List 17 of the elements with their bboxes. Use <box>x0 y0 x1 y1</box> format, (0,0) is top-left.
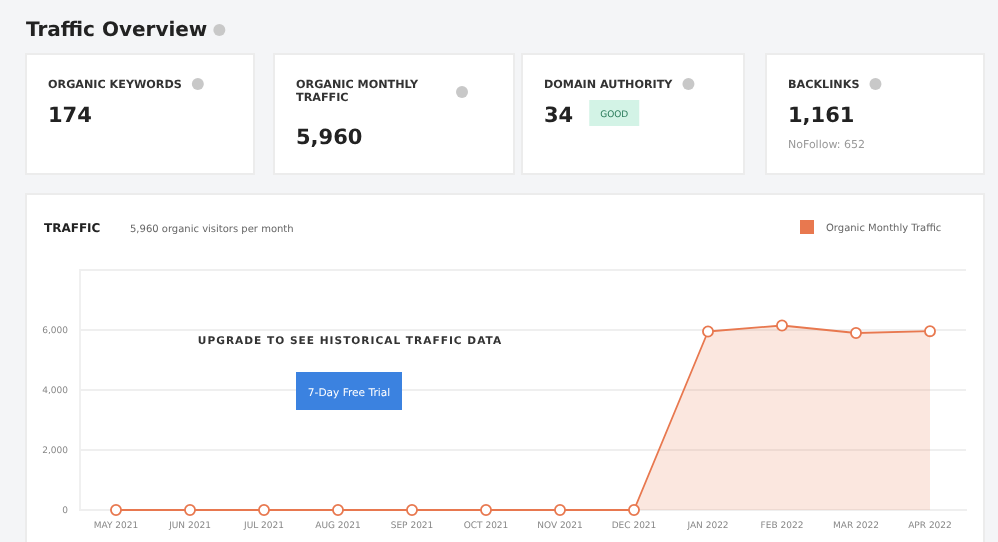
point <box>480 504 492 516</box>
point <box>924 325 936 338</box>
point <box>406 504 418 516</box>
text: 5,960 <box>296 126 363 150</box>
text: Traffic Overview <box>26 20 208 42</box>
text: 174 <box>48 104 92 128</box>
point <box>332 504 344 516</box>
point <box>554 504 566 516</box>
point <box>850 327 862 339</box>
text: 1,161 <box>788 104 855 128</box>
point <box>184 504 196 516</box>
point <box>110 504 122 516</box>
point <box>258 504 270 516</box>
point <box>702 325 714 338</box>
point <box>776 319 788 332</box>
point <box>628 504 640 516</box>
text: 34 <box>544 104 574 128</box>
